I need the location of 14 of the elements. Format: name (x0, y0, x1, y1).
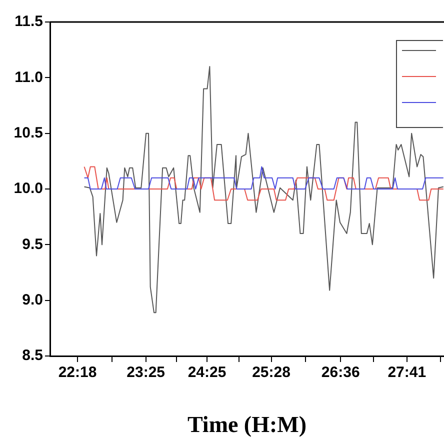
y-tick-label: 10.5 (14, 124, 43, 142)
y-tick-label: 11.0 (14, 68, 43, 86)
x-tick-label: 24:25 (188, 364, 226, 382)
y-tick-label: 10.0 (14, 180, 43, 198)
x-tick-label: 25:28 (252, 364, 290, 382)
y-tick-label: 8.5 (22, 347, 43, 364)
x-tick-label: 26:36 (321, 364, 360, 382)
y-tick-label: 9.0 (22, 291, 43, 308)
x-axis-title: Time (H:M) (187, 412, 307, 438)
x-tick-label: 27:41 (388, 364, 426, 382)
y-tick-label: 11.5 (14, 13, 43, 30)
x-tick-label: 22:18 (58, 364, 97, 382)
y-tick-label: 9.5 (22, 236, 43, 253)
x-tick-label: 23:25 (126, 364, 166, 382)
